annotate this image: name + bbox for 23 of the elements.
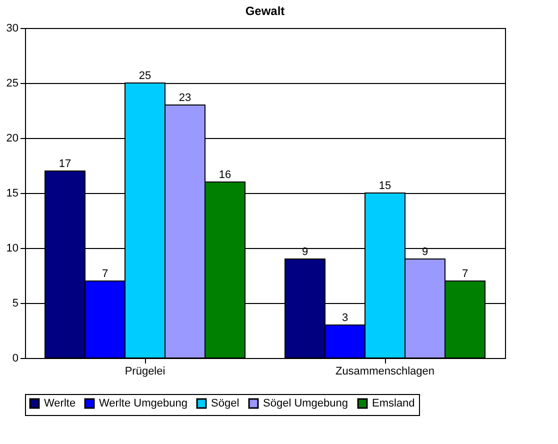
y-tick-label: 25 — [6, 78, 18, 90]
legend-label: Emsland — [372, 398, 415, 410]
data-label: 7 — [102, 268, 108, 280]
y-tick-label: 20 — [6, 132, 18, 144]
y-tick-label: 30 — [6, 22, 18, 34]
chart-title: Gewalt — [245, 4, 285, 18]
data-label: 23 — [178, 92, 192, 104]
data-label: 3 — [342, 312, 348, 324]
y-tick-label: 15 — [6, 188, 18, 200]
y-tick-label: 0 — [12, 352, 18, 364]
data-label: 25 — [138, 70, 152, 82]
data-label: 17 — [58, 158, 72, 170]
legend-label: Werlte — [44, 398, 76, 410]
data-label: 16 — [218, 169, 232, 181]
y-tick-label: 5 — [12, 298, 18, 310]
x-tick-label: Prügelei — [124, 366, 166, 378]
legend-label: Sögel — [211, 398, 240, 410]
data-label: 15 — [378, 180, 392, 192]
data-label: 7 — [462, 268, 468, 280]
y-tick-label: 10 — [6, 242, 18, 254]
legend-label: Sögel Umgebung — [263, 398, 348, 410]
x-tick-label: Zusammenschlagen — [335, 366, 435, 378]
legend-label: Werlte Umgebung — [99, 398, 188, 410]
